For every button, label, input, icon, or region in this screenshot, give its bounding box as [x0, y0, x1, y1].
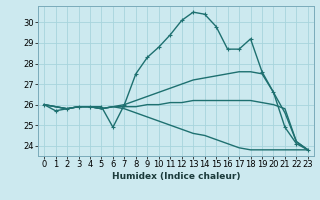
- X-axis label: Humidex (Indice chaleur): Humidex (Indice chaleur): [112, 172, 240, 181]
